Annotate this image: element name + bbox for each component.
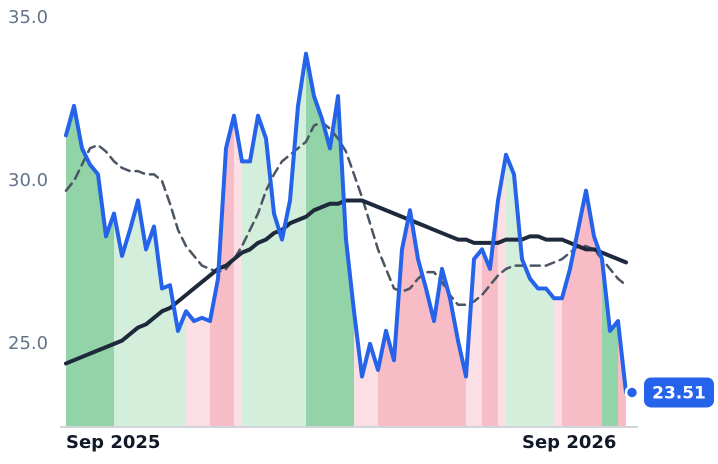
price-area	[234, 115, 242, 427]
price-area	[330, 96, 338, 427]
price-area	[546, 288, 554, 427]
price-area	[146, 226, 154, 427]
price-area	[378, 330, 386, 427]
price-area	[522, 259, 530, 427]
price-area	[106, 213, 114, 427]
price-area	[570, 229, 578, 427]
price-area	[594, 236, 602, 427]
price-area	[138, 200, 146, 427]
price-area	[122, 229, 130, 427]
y-tick-label: 25.0	[8, 333, 48, 354]
price-area	[458, 340, 466, 427]
price-area	[226, 115, 234, 427]
price-area	[418, 259, 426, 427]
last-value-label: 23.51	[652, 383, 706, 403]
price-area	[82, 148, 90, 428]
price-area	[282, 200, 290, 427]
price-area	[314, 96, 322, 427]
last-point	[624, 385, 640, 400]
price-area	[258, 115, 266, 427]
price-area	[162, 285, 170, 427]
price-area	[602, 259, 610, 427]
price-area	[498, 154, 506, 427]
price-area	[482, 249, 490, 427]
price-area	[410, 210, 418, 427]
price-area	[98, 174, 106, 427]
price-area	[306, 53, 314, 428]
price-area	[194, 317, 202, 427]
y-tick-label: 30.0	[8, 170, 48, 191]
price-area	[442, 268, 450, 427]
last-value-tag	[644, 377, 714, 408]
price-area	[426, 288, 434, 427]
price-area	[218, 148, 226, 428]
x-tick-label: Sep 2025	[66, 432, 160, 453]
price-area	[554, 298, 562, 427]
price-area	[402, 210, 410, 427]
price-area	[362, 343, 370, 427]
price-area	[114, 213, 122, 427]
price-area	[610, 321, 618, 427]
price-area	[506, 154, 514, 427]
price-area	[538, 288, 546, 427]
price-area	[322, 118, 330, 428]
average-line	[64, 120, 628, 307]
price-area	[562, 268, 570, 427]
x-tick-label: Sep 2026	[522, 432, 616, 453]
price-area	[274, 213, 282, 427]
price-area	[74, 105, 82, 427]
price-area	[242, 161, 250, 427]
price-area	[186, 311, 194, 427]
price-area	[338, 96, 346, 427]
price-line	[64, 51, 628, 395]
price-area	[346, 239, 354, 427]
average-line	[64, 198, 628, 366]
price-area	[130, 200, 138, 427]
y-tick-label: 35.0	[8, 7, 48, 28]
price-area	[202, 317, 210, 427]
price-area	[474, 249, 482, 427]
price-area	[90, 164, 98, 427]
price-area	[178, 311, 186, 427]
price-area	[530, 278, 538, 427]
price-area	[250, 115, 258, 427]
price-area	[66, 105, 74, 427]
price-area	[514, 174, 522, 427]
